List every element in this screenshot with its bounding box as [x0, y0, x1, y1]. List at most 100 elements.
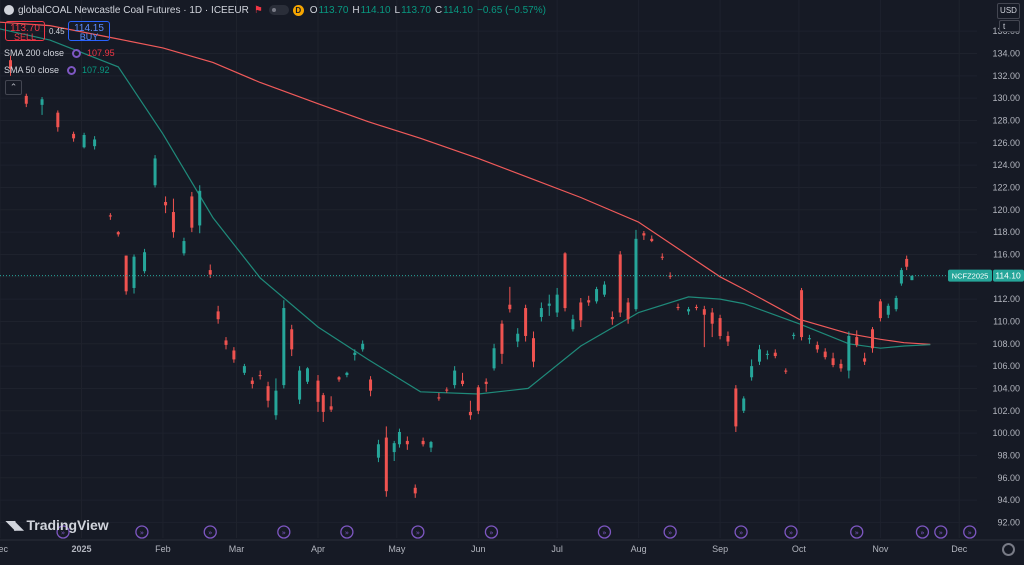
candle: [718, 314, 722, 340]
time-tick-label: Oct: [792, 544, 807, 554]
candle-body: [726, 335, 730, 342]
event-marker-icon[interactable]: »: [484, 525, 499, 539]
event-marker-glyph: »: [939, 529, 943, 537]
unit-selector[interactable]: t: [999, 20, 1020, 32]
candle-body: [337, 377, 341, 380]
candle: [800, 287, 804, 341]
candle-body: [258, 375, 262, 377]
time-tick-label: Feb: [155, 544, 171, 554]
candle: [563, 252, 567, 312]
currency-selector[interactable]: USD: [997, 3, 1020, 19]
sell-label: SELL: [13, 32, 37, 42]
time-tick-label: Dec: [0, 544, 8, 554]
candle-body: [250, 380, 254, 384]
price-tick-label: 130.00: [992, 93, 1020, 103]
candle: [321, 392, 325, 422]
event-marker-glyph: »: [855, 529, 859, 537]
indicator-sma50[interactable]: SMA 50 close 107.92: [4, 65, 110, 75]
tradingview-logo-icon: ◥◣: [6, 518, 23, 532]
candle-body: [702, 309, 706, 315]
event-marker-glyph: »: [968, 529, 972, 537]
candle-body: [224, 340, 228, 345]
indicator-sma200-value: 107.95: [87, 48, 115, 58]
event-marker-icon[interactable]: »: [411, 525, 425, 539]
time-axis-bg: [0, 540, 977, 565]
candle: [855, 330, 859, 348]
event-marker-icon[interactable]: »: [135, 525, 149, 539]
candle-body: [345, 372, 349, 376]
candle: [476, 385, 480, 415]
candle-body: [282, 308, 286, 386]
candle-body: [476, 387, 480, 411]
candle-body: [831, 358, 835, 365]
candle-body: [9, 60, 13, 70]
candle-body: [547, 303, 551, 306]
candle-body: [290, 329, 294, 350]
symbol-title[interactable]: globalCOAL Newcastle Coal Futures · 1D ·…: [18, 4, 249, 16]
gear-icon[interactable]: [1002, 543, 1015, 556]
time-tick-label: Mar: [229, 544, 245, 554]
candle: [642, 231, 646, 240]
event-marker-icon[interactable]: »: [56, 525, 70, 539]
buy-button[interactable]: 114.15 BUY: [68, 21, 110, 42]
candle-body: [710, 312, 714, 324]
candle: [539, 302, 543, 322]
collapse-legend-chevron-up-icon[interactable]: ⌃: [5, 80, 22, 95]
candle: [492, 343, 496, 371]
event-marker-icon[interactable]: »: [915, 525, 930, 539]
candle-body: [886, 305, 890, 315]
time-tick-label: Dec: [951, 544, 968, 554]
event-marker-icon[interactable]: »: [203, 525, 217, 539]
candle-body: [143, 252, 147, 272]
candle: [792, 332, 796, 340]
candle: [397, 428, 401, 448]
candle-body: [316, 380, 320, 402]
candle-body: [587, 300, 591, 303]
flag-icon[interactable]: ⚑: [253, 4, 263, 16]
sma50-line: [0, 28, 931, 395]
event-marker-icon[interactable]: »: [734, 525, 748, 539]
event-marker-icon[interactable]: »: [934, 525, 948, 539]
event-marker-icon[interactable]: »: [663, 525, 677, 539]
price-tick-label: 104.00: [992, 383, 1020, 393]
candle-body: [461, 380, 465, 384]
sell-button[interactable]: 113.70 SELL: [5, 21, 45, 42]
event-marker-icon[interactable]: »: [850, 525, 864, 539]
candle-body: [687, 309, 691, 312]
event-marker-icon[interactable]: »: [784, 525, 798, 539]
ohlc-high-label: H: [352, 4, 360, 16]
candle-body: [765, 353, 769, 355]
candle: [750, 359, 754, 381]
candle: [831, 352, 835, 368]
event-marker-glyph: »: [140, 529, 144, 537]
event-marker-icon[interactable]: »: [963, 525, 977, 539]
candle: [413, 484, 417, 498]
indicator-settings-icon[interactable]: [72, 48, 82, 58]
candle-body: [190, 196, 194, 228]
candle: [282, 300, 286, 389]
event-marker-ring: [850, 525, 864, 539]
tradingview-logo[interactable]: ◥◣ TradingView: [6, 517, 109, 533]
candle: [878, 299, 882, 322]
candle: [910, 275, 914, 281]
candle-body: [871, 329, 875, 349]
event-marker-icon[interactable]: »: [597, 525, 612, 539]
event-marker-ring: [784, 525, 798, 539]
candle: [93, 136, 97, 150]
event-marker-ring: [597, 525, 612, 539]
indicator-sma200[interactable]: SMA 200 close 107.95: [4, 48, 115, 58]
candle: [595, 286, 599, 304]
indicator-settings-icon[interactable]: [67, 65, 77, 75]
event-marker-icon[interactable]: »: [277, 525, 291, 539]
candle: [660, 253, 664, 261]
candle-body: [242, 366, 246, 373]
candle: [676, 303, 680, 311]
visibility-toggle-icon[interactable]: [268, 5, 289, 15]
candle-body: [384, 437, 388, 492]
candle: [894, 295, 898, 312]
price-tick-label: 134.00: [992, 48, 1020, 58]
price-tick-label: 96.00: [997, 473, 1020, 483]
indicator-sma200-name: SMA 200 close: [4, 48, 65, 58]
event-marker-icon[interactable]: »: [340, 525, 354, 539]
